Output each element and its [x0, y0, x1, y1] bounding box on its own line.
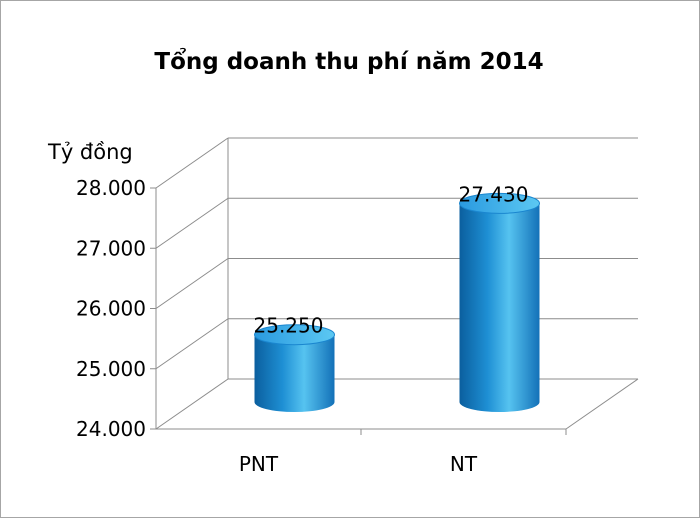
category-label: NT: [450, 452, 478, 476]
gridline-side: [155, 378, 229, 430]
gridline-side: [155, 318, 229, 370]
data-label: 25.250: [254, 314, 324, 338]
y-axis-label: Tỷ đồng: [47, 140, 133, 164]
bar-pnt: [254, 324, 335, 413]
y-tick-label: 25.000: [76, 357, 146, 381]
bar-nt: [459, 192, 540, 413]
y-tick-label: 26.000: [76, 297, 146, 321]
floor-right-edge: [565, 378, 639, 430]
y-tick-label: 24.000: [76, 417, 146, 441]
data-label: 27.430: [459, 182, 529, 206]
y-tick-label: 27.000: [76, 236, 146, 260]
chart-title: Tổng doanh thu phí năm 2014: [154, 47, 543, 75]
bar-body: [254, 334, 335, 413]
category-labels: PNT NT: [239, 452, 478, 476]
y-tick-labels: 24.000 25.000 26.000 27.000 28.000: [76, 176, 146, 441]
data-labels: 25.250 27.430: [254, 182, 529, 337]
gridline-side: [155, 197, 229, 249]
bar-top: [459, 192, 540, 214]
axes: [150, 138, 639, 435]
gridline-side: [155, 258, 229, 309]
bars: [254, 192, 540, 413]
gridline-side: [155, 137, 229, 189]
category-label: PNT: [239, 452, 279, 476]
bar-top: [254, 324, 335, 346]
y-tick-label: 28.000: [76, 176, 146, 200]
bar-body: [459, 203, 540, 413]
